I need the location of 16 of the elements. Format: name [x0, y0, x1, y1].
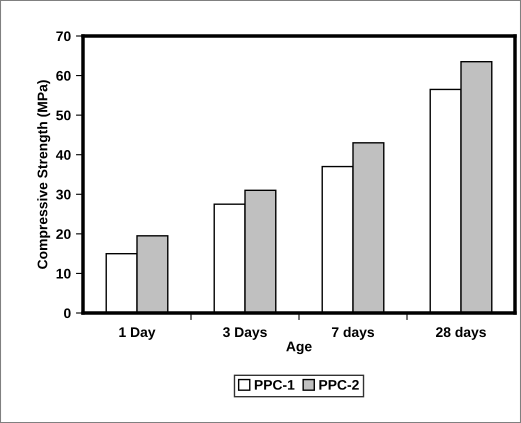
y-tick-label: 40 — [56, 150, 71, 160]
y-tick-label: 60 — [56, 70, 71, 81]
x-tick-label: 7 days — [332, 326, 374, 340]
y-tick-label: 50 — [56, 110, 71, 120]
y-axis-title: Compressive Strength (MPa) — [37, 80, 50, 269]
legend-label: PPC-2 — [319, 380, 359, 390]
legend-label: PPC-1 — [254, 380, 294, 390]
y-tick-label: 10 — [56, 268, 71, 279]
x-tick-label: 1 Day — [119, 327, 156, 340]
x-tick-label: 28 days — [436, 326, 486, 340]
x-axis-title: Age — [286, 342, 312, 354]
x-tick-label: 3 Days — [222, 327, 267, 340]
y-tick-label: 30 — [56, 190, 71, 200]
y-tick-label: 20 — [56, 229, 71, 240]
y-tick-label: 70 — [56, 31, 71, 42]
y-tick-label: 0 — [64, 308, 71, 318]
